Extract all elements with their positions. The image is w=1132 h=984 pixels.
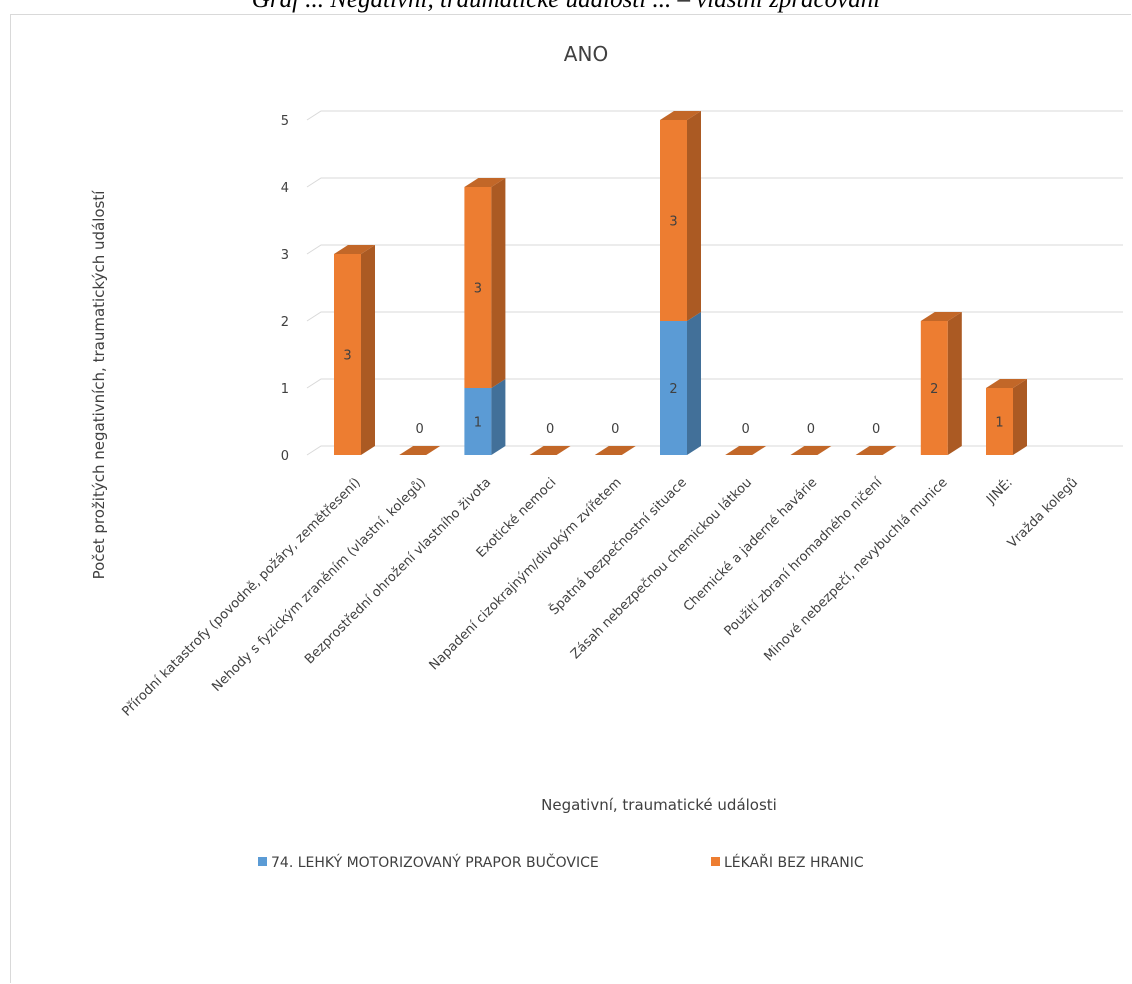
bar-segment-lekari	[986, 388, 1013, 455]
gridline	[306, 110, 1123, 121]
data-label-lekari: 0	[872, 422, 880, 437]
bar-top-face	[986, 379, 1027, 388]
bar-segment-prapor	[464, 388, 492, 455]
bar-side-face	[491, 178, 506, 388]
y-tick-label: 1	[281, 382, 289, 397]
bar-segment-lekari	[660, 120, 687, 321]
bar-top-face	[725, 446, 767, 455]
y-tick-label: 5	[281, 114, 289, 129]
x-axis-label: Negativní, traumatické události	[541, 796, 777, 814]
data-label-prapor: 1	[474, 416, 482, 431]
chart-title: ANO	[564, 42, 608, 66]
bar-top-face	[464, 178, 506, 187]
bar-side-face	[947, 312, 962, 455]
data-label-lekari: 2	[930, 382, 938, 397]
data-label-lekari: 3	[343, 349, 351, 364]
chart-frame: ANO Počet prožitých negativních, traumati…	[10, 14, 1131, 983]
legend-swatch	[258, 857, 267, 866]
gridline	[306, 311, 1123, 322]
bar-top-face	[334, 245, 375, 254]
y-axis-label: Počet prožitých negativních, traumatický…	[90, 190, 108, 580]
category-label: Chemické a jaderné havárie	[681, 475, 820, 614]
bar-segment-prapor	[660, 321, 687, 455]
gridline	[306, 445, 1123, 456]
bar-side-face	[361, 245, 375, 455]
bar-side-face	[687, 312, 701, 455]
bar-side-face	[687, 111, 701, 321]
data-label-lekari: 3	[474, 282, 482, 297]
bar-segment-lekari	[920, 321, 948, 455]
y-tick-label: 2	[281, 315, 289, 330]
data-label-prapor: 2	[669, 382, 677, 397]
category-label: Přírodní katastrofy (povodně, požáry, ze…	[120, 475, 364, 719]
data-label-lekari: 0	[546, 422, 554, 437]
bar-chart: ANO Počet prožitých negativních, traumati…	[90, 42, 1123, 871]
bar-top-face	[529, 446, 571, 455]
legend-item-lekari: LÉKAŘI BEZ HRANIC	[724, 854, 864, 871]
bar-segment-lekari	[464, 187, 492, 388]
data-label-lekari: 3	[669, 215, 677, 230]
legend-swatch	[711, 857, 720, 866]
bar-side-face	[491, 379, 506, 455]
bar-top-face	[855, 446, 897, 455]
gridline	[306, 244, 1123, 255]
bar-top-face	[920, 312, 962, 321]
category-label: JINÉ:	[983, 475, 1016, 508]
gridline	[306, 378, 1123, 389]
legend-item-prapor: 74. LEHKÝ MOTORIZOVANÝ PRAPOR BUČOVICE	[271, 853, 599, 871]
bar-side-face	[1013, 379, 1027, 455]
data-label-lekari: 0	[611, 422, 619, 437]
gridline	[306, 177, 1123, 188]
data-label-lekari: 0	[416, 422, 424, 437]
bar-segment-lekari	[334, 254, 361, 455]
data-label-lekari: 1	[995, 416, 1003, 431]
data-label-lekari: 0	[742, 422, 750, 437]
bar-top-face	[594, 446, 636, 455]
figure-caption: Graf ... Negativní, traumatické události…	[0, 0, 1132, 20]
y-tick-label: 0	[281, 449, 289, 464]
y-tick-label: 3	[281, 248, 289, 263]
bar-top-face	[399, 446, 441, 455]
y-tick-label: 4	[281, 181, 289, 196]
bar-top-face	[660, 111, 701, 120]
bar-top-face	[790, 446, 832, 455]
category-label: Špatná bezpečnostní situace	[546, 475, 690, 619]
category-label: Vražda kolegů	[1005, 475, 1081, 551]
data-label-lekari: 0	[807, 422, 815, 437]
